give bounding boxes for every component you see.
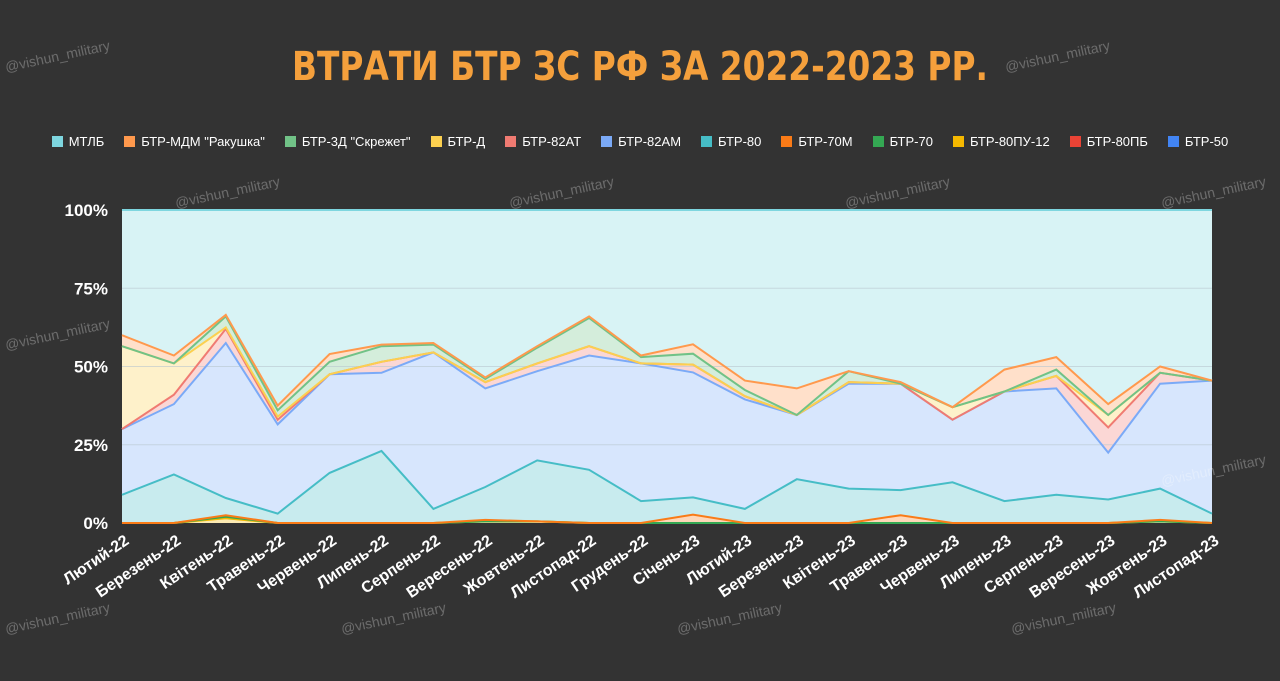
legend-item: БТР-80 — [701, 134, 761, 149]
line-бтр-80 — [121, 449, 1213, 515]
legend-item: БТР-Д — [430, 134, 486, 149]
area-бтр-82ам — [122, 343, 1212, 514]
legend-label: МТЛБ — [68, 134, 105, 149]
legend-item: БТР-80ПБ — [1069, 134, 1148, 149]
legend-item: БТР-82АМ — [601, 134, 681, 149]
line-бтр-мдм-ракушка — [121, 313, 1213, 409]
legend-item: БТР-МДМ "Ракушка" — [124, 134, 265, 149]
legend-label: БТР-Д — [447, 134, 486, 149]
legend-swatch — [1167, 136, 1179, 147]
area-мтлб — [122, 210, 1212, 408]
legend-label: БТР-70 — [889, 134, 933, 149]
legend-item: БТР-70М — [781, 134, 853, 149]
legend-item: МТЛБ — [51, 134, 105, 149]
legend-swatch — [952, 136, 964, 147]
legend-swatch — [601, 136, 613, 147]
chart-title: ВТРАТИ БТР ЗС РФ ЗА 2022-2023 РР. — [292, 44, 988, 90]
legend-label: БТР-80ПБ — [1086, 134, 1148, 149]
legend-item: БТР-80ПУ-12 — [952, 134, 1050, 149]
legend-item: БТР-70 — [872, 134, 933, 149]
legend-label: БТР-МДМ "Ракушка" — [141, 134, 265, 149]
legend-label: БТР-70М — [798, 134, 853, 149]
legend-label: БТР-80ПУ-12 — [969, 134, 1050, 149]
legend-label: БТР-82АТ — [522, 134, 582, 149]
legend-swatch — [872, 136, 884, 147]
legend-swatch — [505, 136, 517, 147]
legend-item: БТР-50 — [1167, 134, 1229, 149]
legend-swatch — [701, 136, 713, 147]
area-бтр-80 — [122, 451, 1212, 523]
legend-swatch — [284, 136, 296, 147]
y-tick-label: 0% — [83, 514, 108, 533]
series-lines — [121, 209, 1213, 524]
line-бтр-3д-скрежет — [121, 314, 1213, 417]
area-бтр-80пу-12 — [122, 518, 1212, 523]
y-tick-label: 50% — [74, 358, 108, 377]
legend-swatch — [781, 136, 793, 147]
legend-swatch — [51, 136, 63, 147]
legend-item: БТР-3Д "Скрежет" — [284, 134, 411, 149]
legend-label: БТР-3Д "Скрежет" — [301, 134, 411, 149]
y-tick-label: 100% — [65, 201, 108, 220]
gridlines — [122, 287, 1212, 446]
line-бтр-д — [121, 325, 1213, 419]
legend-swatch — [430, 136, 442, 147]
legend-label: БТР-80 — [718, 134, 762, 149]
line-бтр-70м — [122, 513, 1213, 524]
legend-swatch — [1069, 136, 1081, 147]
area-бтр-д — [122, 327, 1212, 430]
legend-swatch — [124, 136, 136, 147]
y-axis-ticks: 0% 25% 50% 75% 100% — [65, 201, 108, 533]
chart-legend: МТЛБ БТР-МДМ "Ракушка" БТР-3Д "Скрежет" БТР… — [0, 134, 1280, 149]
y-tick-label: 25% — [74, 436, 108, 455]
line-бтр-82ам — [121, 341, 1213, 455]
x-axis-ticks: Лютий-22Березень-22Квітень-22Травень-22Ч… — [60, 532, 1222, 602]
legend-label: БТР-50 — [1184, 134, 1229, 149]
legend-label: БТР-82АМ — [618, 134, 682, 149]
legend-item: БТР-82АТ — [505, 134, 581, 149]
y-tick-label: 75% — [74, 279, 108, 298]
